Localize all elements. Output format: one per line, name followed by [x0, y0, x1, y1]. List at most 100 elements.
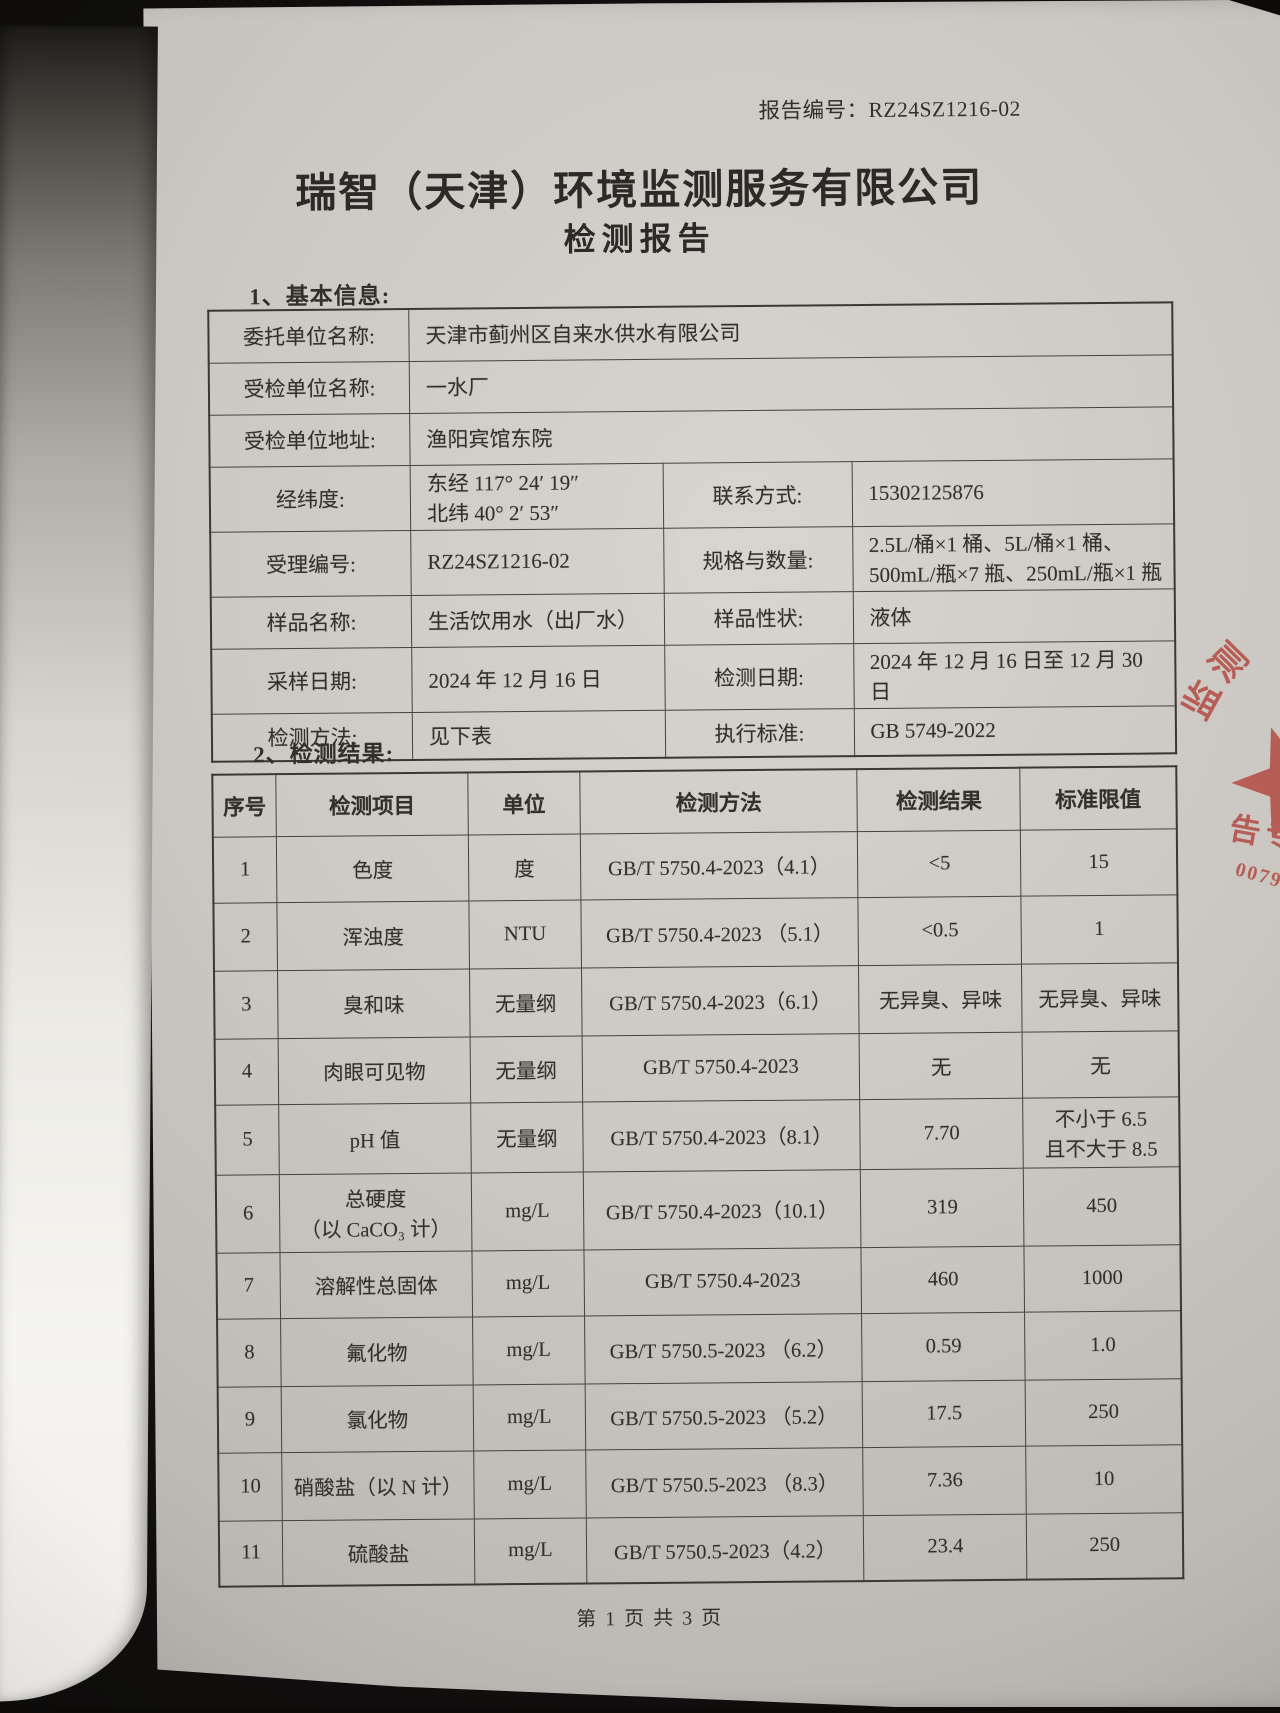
result-cell: 硫酸盐 [282, 1518, 475, 1587]
result-row: 6 总硬度 （以 CaCO₃ 计） mg/L GB/T 5750.4-2023（… [215, 1166, 1181, 1253]
result-cell: 浑浊度 [277, 900, 470, 971]
result-cell: 319 [860, 1167, 1025, 1248]
report-number-label: 报告编号： [758, 97, 869, 123]
result-cell: 7.70 [860, 1097, 1024, 1170]
result-cell: 23.4 [863, 1513, 1028, 1582]
section-basic-info: 1、基本信息: [249, 283, 391, 310]
result-cell: 1.0 [1024, 1310, 1182, 1380]
result-cell: 250 [1026, 1512, 1184, 1580]
info-label: 样品性状: [663, 591, 854, 645]
result-cell: 6 [215, 1174, 281, 1253]
result-cell: NTU [468, 899, 582, 969]
info-value: 液体 [852, 588, 1176, 644]
result-cell: GB/T 5750.4-2023 （5.1） [580, 897, 859, 968]
result-cell: GB/T 5750.4-2023 [583, 1247, 862, 1316]
result-row: 8 氟化物 mg/L GB/T 5750.5-2023 （6.2） 0.59 1… [217, 1310, 1182, 1387]
result-cell: GB/T 5750.4-2023（8.1） [582, 1099, 861, 1172]
result-cell: 氯化物 [281, 1384, 474, 1453]
result-cell: 总硬度 （以 CaCO₃ 计） [279, 1172, 472, 1253]
result-cell: <5 [857, 829, 1022, 898]
results-table: 序号 检测项目 单位 检测方法 检测结果 标准限值 1 色度 度 GB/T 57… [211, 765, 1185, 1588]
section-results: 2、检测结果: [253, 741, 395, 768]
result-cell: 17.5 [862, 1379, 1026, 1448]
result-row: 5 pH 值 无量纲 GB/T 5750.4-2023（8.1） 7.70 不小… [215, 1096, 1180, 1175]
info-label: 规格与数量: [663, 526, 853, 593]
result-cell: 4 [214, 1038, 279, 1105]
info-value: 东经 117° 24′ 19″ 北纬 40° 2′ 53″ [410, 462, 664, 530]
info-row: 经纬度: 东经 117° 24′ 19″ 北纬 40° 2′ 53″ 联系方式:… [209, 458, 1175, 532]
result-cell: 肉眼可见物 [278, 1036, 471, 1105]
seal-serial: 00799 [1233, 858, 1280, 895]
result-row: 10 硝酸盐（以 N 计） mg/L GB/T 5750.5-2023 （8.3… [218, 1444, 1183, 1521]
result-cell: GB/T 5750.4-2023（10.1） [583, 1169, 862, 1250]
info-row: 受检单位地址: 渔阳宾馆东院 [209, 406, 1174, 467]
info-label: 委托单位名称: [208, 308, 410, 363]
result-cell: 不小于 6.5 且不大于 8.5 [1022, 1096, 1180, 1168]
info-label: 样品名称: [210, 594, 412, 649]
basic-info-table: 委托单位名称: 天津市蓟州区自来水供水有限公司 受检单位名称: 一水厂 受检单位… [207, 301, 1178, 763]
info-value: GB 5749-2022 [853, 705, 1177, 757]
info-label: 检测日期: [664, 643, 854, 710]
info-value: 2024 年 12 月 16 日 [411, 644, 665, 712]
document-title: 检测报告 [563, 220, 716, 258]
header-cell: 检测结果 [857, 767, 1021, 832]
result-cell: 450 [1023, 1166, 1181, 1246]
result-cell: 10 [1025, 1444, 1183, 1514]
result-cell: mg/L [471, 1249, 585, 1317]
result-cell: 无异臭、异味 [1021, 962, 1179, 1032]
svg-text:监测: 监测 [1175, 631, 1261, 726]
result-cell: mg/L [471, 1171, 584, 1251]
header-cell: 序号 [212, 774, 277, 837]
result-cell: GB/T 5750.5-2023（4.2） [586, 1515, 865, 1584]
result-cell: 3 [214, 970, 279, 1039]
result-cell: <0.5 [858, 895, 1022, 966]
header-cell: 单位 [467, 771, 581, 835]
page-number: 第 1 页 共 3 页 [576, 1607, 724, 1631]
info-value: RZ24SZ1216-02 [410, 527, 664, 595]
result-row: 1 色度 度 GB/T 5750.4-2023（4.1） <5 15 [212, 828, 1178, 903]
seal-bottom-text: 告专用 [1227, 810, 1280, 864]
info-label: 联系方式: [662, 461, 853, 528]
info-value: 一水厂 [409, 354, 1174, 413]
info-row: 受检单位名称: 一水厂 [208, 354, 1174, 415]
results-header-row: 序号 检测项目 单位 检测方法 检测结果 标准限值 [212, 766, 1177, 837]
result-cell: pH 值 [278, 1102, 472, 1175]
result-cell: mg/L [472, 1315, 585, 1385]
red-seal-stamp: 监测 告专用 00799 [1175, 631, 1280, 896]
result-cell: 无量纲 [469, 967, 582, 1037]
info-label: 经纬度: [209, 464, 411, 532]
result-cell: 7.36 [863, 1445, 1027, 1516]
info-row: 采样日期: 2024 年 12 月 16 日 检测日期: 2024 年 12 月… [211, 640, 1176, 714]
seal-arc-text: 监测 [1175, 631, 1261, 726]
result-cell: 无 [859, 1031, 1023, 1100]
result-row: 4 肉眼可见物 无量纲 GB/T 5750.4-2023 无 无 [214, 1030, 1180, 1105]
header-cell: 检测项目 [275, 772, 469, 837]
result-cell: 氟化物 [280, 1316, 474, 1387]
info-value: 见下表 [412, 709, 666, 760]
result-cell: mg/L [473, 1383, 586, 1451]
result-cell: 0.59 [861, 1311, 1026, 1382]
info-value: 天津市蓟州区自来水供水有限公司 [408, 302, 1173, 361]
info-value: 2024 年 12 月 16 日至 12 月 30 日 [853, 640, 1176, 709]
result-row: 11 硫酸盐 mg/L GB/T 5750.5-2023（4.2） 23.4 2… [218, 1512, 1184, 1587]
result-cell: GB/T 5750.5-2023 （8.3） [585, 1447, 864, 1518]
info-label: 受检单位名称: [208, 360, 410, 415]
result-cell: GB/T 5750.5-2023 （6.2） [584, 1313, 863, 1384]
result-cell: 溶解性总固体 [280, 1250, 473, 1319]
result-cell: GB/T 5750.4-2023 [581, 1033, 861, 1102]
result-cell: 无 [1022, 1030, 1180, 1098]
info-label: 采样日期: [211, 646, 413, 714]
info-row: 样品名称: 生活饮用水（出厂水） 样品性状: 液体 [210, 588, 1176, 649]
result-cell: 7 [216, 1252, 281, 1319]
result-cell: 11 [218, 1520, 283, 1587]
result-cell: 9 [217, 1386, 282, 1453]
info-value: 渔阳宾馆东院 [409, 406, 1174, 465]
info-value: 生活饮用水（出厂水） [411, 592, 665, 647]
header-cell: 检测方法 [579, 769, 858, 834]
info-label: 受检单位地址: [209, 412, 411, 467]
result-row: 9 氯化物 mg/L GB/T 5750.5-2023 （5.2） 17.5 2… [217, 1378, 1183, 1453]
curled-cover-page [0, 25, 158, 1703]
